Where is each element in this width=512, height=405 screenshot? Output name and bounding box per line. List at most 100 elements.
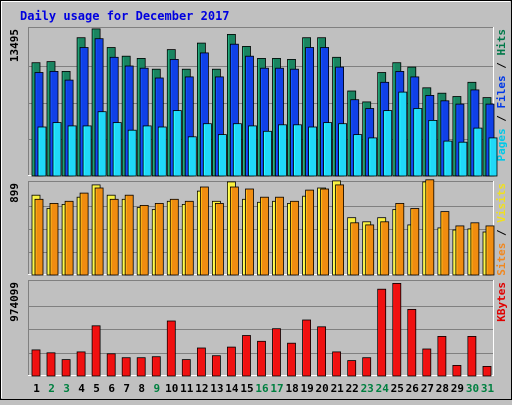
bar-kbytes-day-30 <box>467 335 477 377</box>
bar-kbytes-day-29 <box>452 364 462 377</box>
bar-kbytes-day-18 <box>287 342 296 377</box>
legend-text: Sites <box>495 243 508 276</box>
bar-kbytes-day-25 <box>392 282 402 377</box>
bar-sites-day-3 <box>64 200 74 276</box>
bar-sites-day-19 <box>305 189 315 276</box>
x-tick-label-day-13: 13 <box>210 382 223 395</box>
bar-pages-day-31 <box>488 137 498 177</box>
bar-pages-day-30 <box>473 127 483 177</box>
x-tick-label-day-6: 6 <box>108 382 115 395</box>
bar-sites-day-9 <box>154 202 164 276</box>
bar-pages-day-24 <box>383 110 393 177</box>
bar-kbytes-day-23 <box>362 357 372 377</box>
legend-text: / <box>495 223 508 243</box>
bar-sites-day-15 <box>245 188 254 276</box>
x-tick-label-day-8: 8 <box>138 382 145 395</box>
x-tick-label-day-3: 3 <box>63 382 70 395</box>
x-tick-label-day-5: 5 <box>93 382 100 395</box>
bar-pages-day-21 <box>338 123 348 177</box>
bar-pages-day-10 <box>172 110 182 177</box>
bar-pages-day-16 <box>263 130 272 177</box>
x-tick-label-day-14: 14 <box>225 382 239 395</box>
bar-pages-day-8 <box>142 125 152 177</box>
bar-sites-day-23 <box>365 224 375 276</box>
legend-text: Hits <box>495 29 508 56</box>
chart-title: Daily usage for December 2017 <box>20 9 230 23</box>
x-tick-label-day-18: 18 <box>285 382 298 395</box>
x-tick-label-day-20: 20 <box>315 382 328 395</box>
x-tick-label-day-29: 29 <box>451 382 464 395</box>
bar-kbytes-day-12 <box>196 347 206 377</box>
chart-panels: 13495 Pages / Files / Hits 899 Sites / Visi… <box>8 27 508 377</box>
bar-sites-day-31 <box>485 225 495 276</box>
bar-sites-day-6 <box>109 198 119 276</box>
x-axis-labels: 1 2 3 4 5 6 7 8 9 10 11 12 13 14 15 16 17 18 19 20 21 22 23 24 2… <box>33 382 494 395</box>
bar-pages-day-11 <box>187 136 197 177</box>
bar-pages-day-3 <box>67 125 77 177</box>
x-tick-label-day-30: 30 <box>466 382 479 395</box>
bar-kbytes-day-9 <box>151 356 161 377</box>
bar-sites-day-11 <box>184 200 194 276</box>
x-tick-label-day-31: 31 <box>481 382 495 395</box>
bar-sites-day-1 <box>34 198 44 276</box>
x-tick-label-day-11: 11 <box>180 382 194 395</box>
x-tick-label-day-9: 9 <box>153 382 160 395</box>
bar-sites-day-12 <box>199 186 209 276</box>
bar-sites-day-21 <box>335 184 345 276</box>
bar-kbytes-day-13 <box>211 355 221 377</box>
bar-kbytes-day-14 <box>226 346 236 377</box>
x-tick-label-day-16: 16 <box>255 382 269 395</box>
bar-sites-day-26 <box>410 208 420 276</box>
bar-pages-day-18 <box>293 124 302 177</box>
bar-kbytes-day-8 <box>136 357 146 377</box>
x-tick-label-day-4: 4 <box>78 382 85 395</box>
legend-text: KBytes <box>495 282 508 322</box>
bar-sites-day-13 <box>214 202 224 276</box>
bar-kbytes-day-21 <box>332 351 342 377</box>
bar-pages-day-19 <box>308 126 318 177</box>
bar-sites-day-17 <box>275 196 284 276</box>
bar-pages-day-28 <box>443 140 453 177</box>
legend-text: / <box>495 56 508 76</box>
bar-kbytes-day-1 <box>31 349 41 377</box>
bar-kbytes-day-5 <box>91 325 101 377</box>
bar-pages-day-12 <box>202 123 212 177</box>
bar-sites-day-20 <box>320 188 330 276</box>
bar-pages-day-22 <box>353 134 363 177</box>
bar-sites-day-29 <box>455 225 465 276</box>
bar-kbytes-day-4 <box>76 351 86 377</box>
bar-kbytes-day-16 <box>257 340 266 377</box>
bar-sites-day-8 <box>139 204 149 276</box>
x-tick-label-day-21: 21 <box>331 382 345 395</box>
x-tick-label-day-12: 12 <box>195 382 208 395</box>
bar-pages-day-1 <box>37 126 47 177</box>
x-tick-label-day-25: 25 <box>391 382 404 395</box>
bar-sites-day-24 <box>380 221 390 276</box>
bar-pages-day-23 <box>368 137 378 177</box>
x-tick-label-day-10: 10 <box>165 382 178 395</box>
x-tick-label-day-28: 28 <box>436 382 449 395</box>
legend-text: Files <box>495 75 508 108</box>
bar-sites-day-22 <box>350 222 360 276</box>
bar-sites-day-5 <box>94 187 104 276</box>
x-tick-label-day-27: 27 <box>421 382 434 395</box>
bar-kbytes-day-7 <box>121 357 131 377</box>
bar-pages-day-4 <box>82 125 92 177</box>
x-tick-label-day-17: 17 <box>270 382 283 395</box>
bar-pages-day-14 <box>232 123 242 177</box>
bar-sites-day-30 <box>470 222 480 276</box>
legend-text: / <box>495 109 508 129</box>
bar-kbytes-day-6 <box>106 353 116 377</box>
bar-kbytes-day-26 <box>407 308 417 377</box>
y-max-label-kbytes: 974099 <box>8 282 21 322</box>
bar-pages-day-15 <box>248 125 257 177</box>
legend-text: Pages <box>495 128 508 161</box>
bar-sites-day-7 <box>124 194 134 276</box>
bar-pages-day-2 <box>52 122 62 177</box>
bar-kbytes-day-22 <box>347 360 357 377</box>
bar-kbytes-day-2 <box>46 352 56 377</box>
bar-pages-day-29 <box>458 141 468 177</box>
bar-pages-day-25 <box>398 91 408 177</box>
y-max-label-pages-files-hits: 13495 <box>8 29 21 62</box>
